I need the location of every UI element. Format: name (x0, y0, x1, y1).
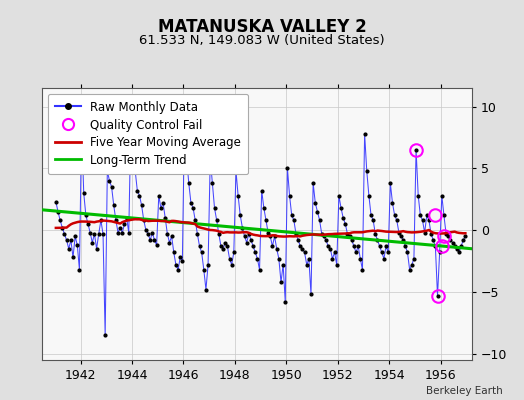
Text: MATANUSKA VALLEY 2: MATANUSKA VALLEY 2 (158, 18, 366, 36)
Text: Berkeley Earth: Berkeley Earth (427, 386, 503, 396)
Legend: Raw Monthly Data, Quality Control Fail, Five Year Moving Average, Long-Term Tren: Raw Monthly Data, Quality Control Fail, … (48, 94, 248, 174)
Text: 61.533 N, 149.083 W (United States): 61.533 N, 149.083 W (United States) (139, 34, 385, 47)
